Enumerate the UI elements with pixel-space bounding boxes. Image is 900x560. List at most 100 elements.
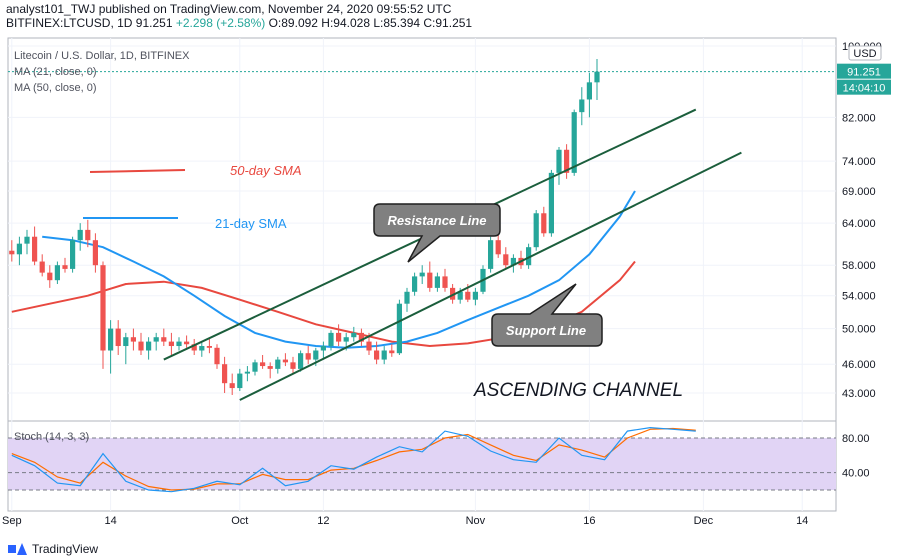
- time-tick-label: 14: [796, 515, 808, 527]
- candle-body: [374, 350, 380, 360]
- time-tick-label: Sep: [2, 515, 22, 527]
- symbol-price: BITFINEX:LTCUSD, 1D 91.251: [6, 16, 173, 30]
- support-callout-box: [491, 283, 603, 347]
- tradingview-logo-icon: [8, 543, 27, 555]
- candle-body: [146, 341, 152, 351]
- resistance-callout-box: [373, 203, 501, 263]
- last-price-label: 91.251: [847, 67, 881, 79]
- candle-body: [488, 240, 494, 269]
- last-price-box: [837, 63, 891, 79]
- symbol-line: BITFINEX:LTCUSD, 1D 91.251 +2.298 (+2.58…: [6, 16, 472, 30]
- legend: Litecoin / U.S. Dollar, 1D, BITFINEX MA …: [14, 50, 190, 443]
- usd-badge-label: USD: [853, 48, 876, 60]
- candle-body: [419, 272, 425, 277]
- candle-body: [366, 341, 372, 351]
- publisher-line: analyst101_TWJ published on TradingView.…: [6, 2, 452, 16]
- legend-ma50: MA (50, close, 0): [14, 82, 97, 94]
- candle-body: [85, 229, 91, 241]
- candle-body: [267, 366, 273, 369]
- countdown-box: [837, 79, 891, 95]
- candle-body: [92, 240, 98, 266]
- candle-body: [533, 213, 539, 248]
- legend-ma21: MA (21, close, 0): [14, 66, 97, 78]
- candle-body: [191, 344, 197, 351]
- candle-body: [108, 328, 114, 351]
- candle-body: [404, 291, 410, 304]
- candle-body: [77, 229, 83, 241]
- stoch-tick-label: 40.00: [842, 468, 870, 480]
- candle-body: [503, 254, 509, 266]
- sma50-label: 50-day SMA: [230, 163, 302, 178]
- candle-body: [442, 276, 448, 288]
- candle-body: [206, 346, 212, 348]
- time-tick-label: Dec: [694, 515, 714, 527]
- candle-body: [168, 341, 174, 347]
- price-tick-label: 69.000: [842, 186, 876, 198]
- candle-body: [237, 373, 243, 389]
- candle-body: [427, 272, 433, 288]
- candle-body: [176, 341, 182, 347]
- candle-body: [510, 257, 516, 266]
- candle-body: [526, 247, 532, 266]
- legend-title: Litecoin / U.S. Dollar, 1D, BITFINEX: [14, 50, 190, 62]
- candle-body: [16, 243, 22, 255]
- tradingview-brand: TradingView: [32, 542, 99, 556]
- candle-body: [457, 291, 463, 300]
- grid: [8, 38, 836, 511]
- candle-body: [252, 362, 258, 372]
- sma21-label: 21-day SMA: [215, 216, 287, 231]
- annotation-sma21: 21-day SMA: [83, 216, 287, 231]
- sma50-swatch: [89, 169, 186, 173]
- candle-body: [47, 272, 53, 281]
- price-tick-label: 43.000: [842, 388, 876, 400]
- channel-label: ASCENDING CHANNEL: [473, 380, 683, 401]
- candle-body: [199, 346, 205, 351]
- candle-body: [320, 346, 326, 351]
- time-tick-label: 14: [104, 515, 116, 527]
- price-tick-label: 46.000: [842, 359, 876, 371]
- price-tick-label: 64.000: [842, 218, 876, 230]
- candle-body: [548, 172, 554, 234]
- time-tick-label: 12: [317, 515, 329, 527]
- candle-body: [571, 112, 577, 173]
- candle-body: [62, 265, 68, 269]
- tradingview-footer[interactable]: TradingView: [8, 542, 98, 556]
- candle-body: [541, 213, 547, 234]
- candle-body: [290, 362, 296, 369]
- candle-body: [586, 82, 592, 100]
- candlesticks: [9, 58, 600, 395]
- candle-body: [130, 337, 136, 342]
- candle-body: [138, 341, 144, 351]
- candle-body: [24, 236, 30, 244]
- candle-body: [70, 240, 76, 269]
- candle-body: [434, 276, 440, 288]
- time-tick-label: 16: [583, 515, 595, 527]
- candle-body: [222, 364, 228, 384]
- candle-body: [381, 350, 387, 360]
- stoch-d-line: [11, 427, 696, 491]
- candle-body: [564, 149, 570, 173]
- stoch-tick-label: 80.00: [842, 433, 870, 445]
- candle-body: [358, 332, 364, 342]
- price-tick-label: 58.000: [842, 260, 876, 272]
- candle-body: [214, 347, 220, 365]
- candle-body: [275, 359, 281, 369]
- price-tick-label: 74.000: [842, 156, 876, 168]
- candle-body: [161, 337, 167, 342]
- support-label: Support Line: [506, 323, 586, 338]
- candle-body: [465, 291, 471, 300]
- annotation-sma50: 50-day SMA: [89, 163, 302, 178]
- candle-body: [153, 337, 159, 342]
- candle-body: [184, 341, 190, 345]
- price-badges: USD 91.251 14:04:10: [837, 45, 891, 95]
- candle-body: [396, 303, 402, 354]
- candle-body: [115, 328, 121, 347]
- candle-body: [389, 350, 395, 354]
- legend-stoch: Stoch (14, 3, 3): [14, 431, 89, 443]
- price-tick-label: 54.000: [842, 291, 876, 303]
- candle-body: [556, 149, 562, 173]
- time-tick-label: Nov: [466, 515, 486, 527]
- candle-body: [313, 350, 319, 360]
- usd-badge: [848, 45, 882, 61]
